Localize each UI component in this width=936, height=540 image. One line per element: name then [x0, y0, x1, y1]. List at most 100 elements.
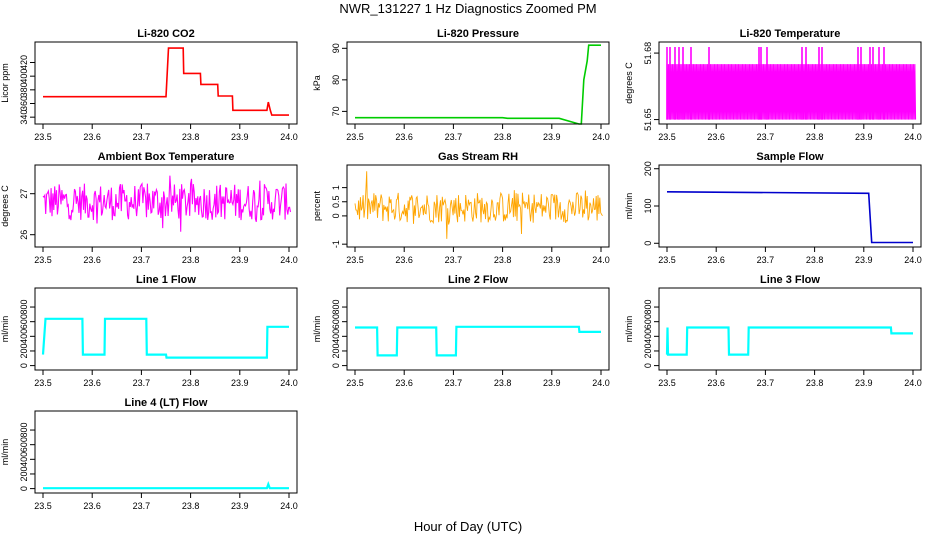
x-tick-label: 23.7	[445, 255, 463, 265]
x-axis: 23.5 23.6 23.7 23.8 23.9 24.0	[658, 124, 922, 142]
x-tick-label: 23.9	[855, 255, 873, 265]
y-tick-label: 27	[19, 189, 29, 199]
y-tick-label: 400	[19, 329, 29, 344]
x-axis: 23.5 23.6 23.7 23.8 23.9 24.0	[346, 247, 610, 265]
x-tick-label: 23.6	[395, 132, 413, 142]
x-tick-label: 23.7	[757, 378, 775, 388]
panel-title: Gas Stream RH	[438, 151, 518, 163]
plot-frame	[34, 410, 298, 494]
y-tick-label: 0.5	[331, 196, 341, 209]
x-tick-label: 23.9	[231, 378, 249, 388]
y-axis: 0 100 200	[643, 161, 659, 246]
series-line	[354, 171, 603, 239]
plot-frame	[346, 164, 610, 248]
x-tick-label: 24.0	[904, 378, 922, 388]
x-tick-label: 23.6	[83, 132, 101, 142]
series-line	[43, 480, 289, 490]
x-tick-label: 23.9	[543, 378, 561, 388]
y-tick-label: 0	[19, 486, 29, 491]
y-tick-label: 200	[19, 343, 29, 358]
x-tick-label: 24.0	[592, 132, 610, 142]
x-tick-label: 23.6	[395, 378, 413, 388]
y-tick-label: 800	[19, 300, 29, 315]
x-axis: 23.5 23.6 23.7 23.8 23.9 24.0	[34, 247, 298, 265]
y-axis: 70 80 90	[331, 43, 347, 116]
series-line	[666, 191, 913, 244]
panel-title: Li-820 CO2	[137, 28, 194, 40]
y-tick-label: 200	[643, 161, 653, 176]
panel-title: Line 3 Flow	[760, 274, 820, 286]
x-axis: 23.5 23.6 23.7 23.8 23.9 24.0	[34, 493, 298, 511]
y-axis-label: ml/min	[624, 193, 634, 220]
x-tick-label: 23.8	[806, 255, 824, 265]
panel-title: Li-820 Pressure	[437, 28, 519, 40]
panel-title: Line 2 Flow	[448, 274, 508, 286]
panel-title: Line 4 (LT) Flow	[125, 397, 208, 409]
plot-frame	[658, 287, 922, 371]
x-tick-label: 24.0	[904, 132, 922, 142]
y-axis-label: percent	[312, 190, 322, 221]
plot-frame	[658, 164, 922, 248]
x-tick-label: 23.7	[445, 132, 463, 142]
x-tick-label: 23.6	[395, 255, 413, 265]
y-tick-label: 340	[19, 110, 29, 125]
x-axis-label: Hour of Day (UTC)	[413, 519, 523, 534]
x-tick-label: 23.6	[83, 501, 101, 511]
series-line	[43, 47, 289, 116]
data-series	[355, 44, 601, 125]
y-tick-label: 200	[643, 343, 653, 358]
series-line	[41, 317, 289, 359]
y-tick-label: 26	[19, 230, 29, 240]
y-tick-label: 400	[643, 329, 653, 344]
y-tick-label: 400	[19, 452, 29, 467]
x-tick-label: 24.0	[280, 501, 298, 511]
panel-title: Ambient Box Temperature	[98, 151, 235, 163]
y-tick-label: 360	[19, 96, 29, 111]
x-tick-label: 23.5	[346, 378, 364, 388]
x-tick-label: 24.0	[280, 132, 298, 142]
x-tick-label: 23.8	[806, 132, 824, 142]
x-tick-label: 23.7	[757, 132, 775, 142]
y-axis-label: ml/min	[0, 316, 10, 343]
x-tick-label: 23.5	[658, 255, 676, 265]
panel-title: Li-820 Temperature	[740, 28, 841, 40]
x-tick-label: 23.8	[494, 132, 512, 142]
x-tick-label: 23.5	[34, 501, 52, 511]
x-tick-label: 24.0	[592, 378, 610, 388]
plot-frame	[346, 287, 610, 371]
y-tick-label: 420	[19, 55, 29, 70]
y-tick-label: 51.65	[643, 108, 653, 131]
y-axis-label: kPa	[312, 75, 322, 91]
x-tick-label: 23.8	[182, 255, 200, 265]
plot-frame	[34, 287, 298, 371]
y-tick-label: 1	[331, 185, 341, 190]
x-tick-label: 23.5	[658, 132, 676, 142]
x-tick-label: 23.9	[231, 255, 249, 265]
x-tick-label: 24.0	[280, 255, 298, 265]
data-series	[43, 480, 289, 490]
y-tick-label: 600	[19, 314, 29, 329]
x-tick-label: 24.0	[592, 255, 610, 265]
data-series	[665, 326, 913, 356]
plot-frame	[658, 41, 922, 125]
main-title: NWR_131227 1 Hz Diagnostics Zoomed PM	[339, 1, 597, 16]
x-axis: 23.5 23.6 23.7 23.8 23.9 24.0	[658, 370, 922, 388]
data-series	[42, 175, 292, 232]
panel-title: Sample Flow	[756, 151, 824, 163]
x-tick-label: 23.6	[83, 255, 101, 265]
y-tick-label: 200	[19, 466, 29, 481]
x-tick-label: 23.5	[658, 378, 676, 388]
y-tick-label: 51.68	[643, 42, 653, 65]
y-axis: 26 27	[19, 189, 35, 240]
x-axis: 23.5 23.6 23.7 23.8 23.9 24.0	[34, 370, 298, 388]
x-tick-label: 23.8	[182, 132, 200, 142]
series-line	[355, 44, 601, 125]
y-tick-label: 400	[19, 69, 29, 84]
x-tick-label: 23.9	[231, 132, 249, 142]
data-series	[355, 325, 601, 357]
y-axis-label: degrees C	[0, 185, 10, 227]
